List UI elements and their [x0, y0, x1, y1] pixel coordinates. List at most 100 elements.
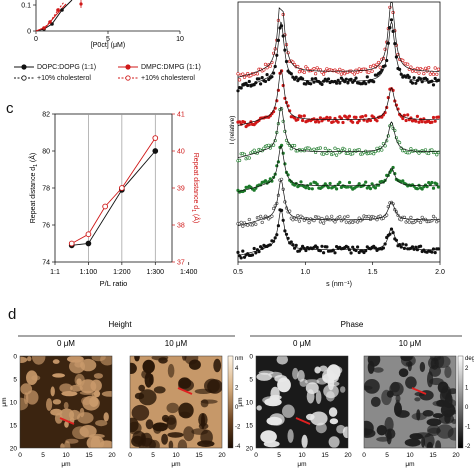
panel-d-x-tick-label: 5 [41, 452, 45, 459]
panel-d-domain [328, 407, 338, 417]
panel-d-x-tick-label: 0 [18, 452, 22, 459]
panel-b-data-point [321, 152, 326, 156]
panel-d-colorbar-unit: deg [465, 356, 474, 362]
panel-b-data-point [291, 218, 295, 222]
legend-label: DMPC:DMPG (1:1) [141, 63, 201, 71]
panel-d-x-tick-label: 0 [254, 452, 258, 459]
panel-d-y-tick-label: 20 [246, 446, 254, 453]
panel-d-domain [292, 367, 299, 380]
panel-c-y-left-label: Repeat distance d1 (Å) [28, 153, 39, 224]
panel-d-afm-image [129, 355, 223, 449]
panel-b-x-tick-label: 2.0 [435, 269, 445, 276]
panel-b-x-tick-label: 1.5 [368, 269, 378, 276]
panel-b-data-point [331, 248, 335, 252]
panel-d-domain [182, 356, 187, 361]
panel-b-data-point [297, 219, 301, 223]
panel-d-image-label: 10 μM [399, 339, 422, 348]
panel-d-x-tick-label: 15 [429, 452, 437, 459]
panel-b-fit-line [237, 20, 440, 88]
panel-c-x-tick-label: 1:100 [80, 269, 98, 276]
panel-b-data-point [328, 181, 332, 186]
panel-d-domain [263, 440, 280, 448]
panel-d-domain [79, 425, 97, 438]
panel-b-data-point [436, 115, 440, 119]
panel-d-image-label: 0 μM [57, 339, 75, 348]
legend-marker-icon [14, 64, 34, 70]
panel-d-domain [89, 396, 99, 408]
panel-b-data-point [313, 120, 318, 124]
panel-b-data-point [423, 148, 428, 152]
panel-c-y-left-tick-label: 82 [42, 112, 50, 119]
panel-b-data-point [433, 76, 437, 81]
panel-b-data-point [404, 118, 408, 123]
panel-b-trace [236, 177, 440, 228]
panel-b-data-point [257, 77, 261, 81]
panel-b-data-point [241, 72, 245, 76]
panel-d-x-axis-label: μm [405, 461, 414, 468]
panel-b-data-point [364, 249, 368, 253]
panel-b-data-point [351, 152, 355, 156]
panel-b-data-point [268, 64, 272, 68]
panel-b-data-point [410, 245, 415, 249]
panel-d-y-tick-label: 10 [10, 400, 18, 407]
panel-d-domain [93, 373, 103, 379]
panel-b-data-point [407, 151, 411, 155]
panel-b-data-point [325, 115, 329, 119]
panel-d-domain [376, 425, 387, 436]
panel-b-data-point [338, 67, 342, 71]
panel-d-domain [432, 413, 444, 419]
panel-b-data-point [364, 82, 368, 86]
panel-a-y-tick-label: 0.1 [21, 3, 31, 10]
panel-b-chart: 0.5 1.0 1.5 2.0 s (nm⁻¹) I (relative) [229, 1, 445, 288]
panel-d-domain [411, 412, 427, 421]
panel-b-data-point [436, 150, 440, 154]
panel-b-data-point [398, 141, 402, 145]
panel-b-data-point [357, 182, 361, 186]
panel-b-data-point [381, 246, 385, 250]
panel-b-data-point [294, 243, 298, 247]
panel-b-data-point [294, 217, 298, 221]
panel-b-data-point [409, 65, 413, 69]
panel-d-profile-marker [177, 387, 193, 395]
panel-d-domain [153, 386, 166, 394]
panel-b-data-point [433, 66, 437, 70]
panel-d-domain [409, 433, 423, 440]
panel-b-data-point [242, 152, 247, 156]
panel-b-data-point [236, 72, 240, 76]
panel-b-data-point [370, 182, 374, 186]
panel-d-domain [197, 440, 215, 447]
panel-d-domain [134, 356, 140, 362]
panel-d-domain [322, 369, 335, 384]
panel-b-data-point [300, 244, 305, 248]
panel-d-colorbar-tick: -2 [465, 444, 471, 450]
panel-d-x-axis-label: μm [171, 461, 180, 468]
panel-d-domain [90, 379, 102, 392]
panel-b-data-point [431, 72, 436, 76]
panel-b-data-point [401, 116, 405, 121]
panel-b-data-point [247, 217, 251, 222]
panel-d-domain [444, 413, 451, 424]
panel-d-x-tick-label: 20 [452, 452, 460, 459]
legend-label: +10% cholesterol [141, 74, 195, 82]
panel-b-data-point [265, 72, 269, 77]
panel-b-trace [236, 69, 440, 129]
panel-b-data-point [419, 244, 423, 248]
panel-b-data-point [304, 248, 308, 253]
panel-d-domain [26, 370, 38, 385]
panel-b-fit-line [237, 179, 440, 227]
panel-b-x-tick-label: 1.0 [300, 269, 310, 276]
panel-b-data-point [430, 250, 434, 254]
panel-b-data-point [415, 66, 419, 70]
panel-b-data-point [410, 81, 415, 85]
panel-b-data-point [325, 215, 329, 219]
panel-b-data-point [317, 215, 321, 219]
panel-b-data-point [312, 66, 316, 71]
panel-d-x-tick-label: 20 [344, 452, 352, 459]
panel-b-fit-line [237, 2, 440, 78]
panel-b-data-point [317, 120, 321, 124]
panel-b-data-point [247, 156, 251, 160]
panel-d-domain [188, 359, 201, 370]
panel-d-colorbar [227, 355, 234, 449]
panel-b-data-point [296, 214, 300, 218]
panel-d-domain [46, 398, 53, 411]
